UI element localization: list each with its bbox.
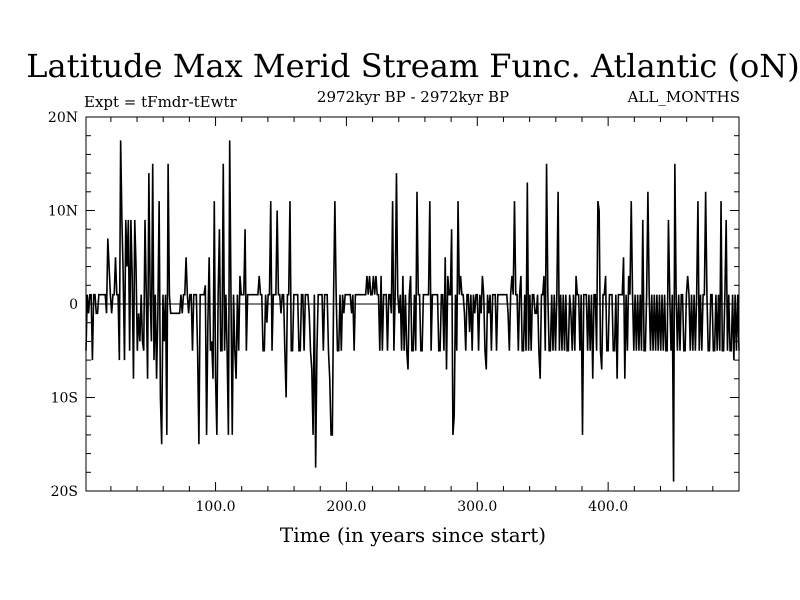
- x-tick-label: 100.0: [196, 499, 236, 515]
- chart-title: Latitude Max Merid Stream Func. Atlantic…: [26, 47, 799, 85]
- x-tick-label: 400.0: [588, 499, 628, 515]
- y-tick-label: 20S: [51, 484, 78, 500]
- x-axis: 100.0 200.0 300.0 400.0: [110, 117, 714, 515]
- period-label: 2972kyr BP - 2972kyr BP: [317, 88, 509, 106]
- experiment-label: Expt = tFmdr-tEwtr: [84, 93, 237, 111]
- x-tick-label: 200.0: [326, 499, 366, 515]
- y-tick-label: 20N: [48, 110, 78, 126]
- series-line: [85, 140, 740, 482]
- y-tick-label: 0: [69, 297, 78, 313]
- y-axis: 20N 10N 0 10S 20S: [48, 110, 739, 500]
- y-tick-label: 10S: [51, 391, 78, 407]
- x-tick-label: 300.0: [457, 499, 497, 515]
- x-axis-label: Time (in years since start): [280, 523, 546, 547]
- months-label: ALL_MONTHS: [627, 88, 740, 106]
- y-tick-label: 10N: [48, 204, 78, 220]
